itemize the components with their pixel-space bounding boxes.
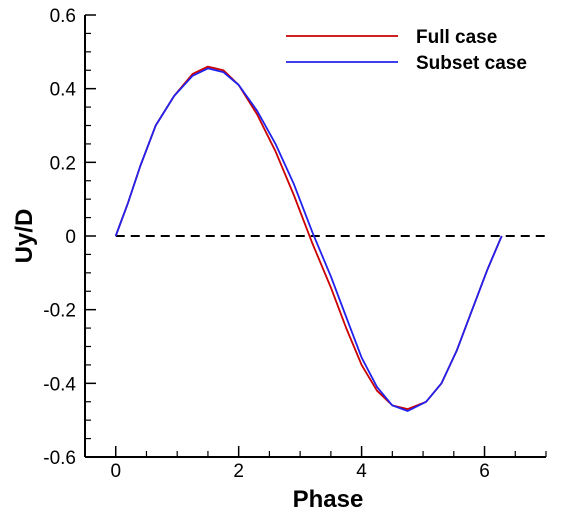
x-tick-label: 6 bbox=[479, 461, 490, 482]
series-line-2 bbox=[114, 67, 503, 412]
axes-layer: 0 2 4 6 -0.6 -0.4 -0.2 0 0.2 0.4 0.6 bbox=[43, 6, 547, 482]
x-tick-label: 4 bbox=[356, 461, 367, 482]
y-tick-label: -0.2 bbox=[43, 301, 76, 322]
legend: Full case Subset case bbox=[286, 27, 527, 74]
y-tick-label: -0.4 bbox=[43, 374, 76, 395]
y-tick-label: -0.6 bbox=[43, 448, 76, 469]
x-axis-title: Phase bbox=[293, 486, 364, 513]
x-tick-label: 2 bbox=[233, 461, 244, 482]
series-line-1 bbox=[114, 65, 503, 411]
y-tick-label: 0.6 bbox=[50, 6, 76, 27]
legend-label: Full case bbox=[416, 27, 497, 48]
legend-label: Subset case bbox=[416, 53, 527, 74]
y-tick-label: 0.4 bbox=[50, 80, 77, 101]
y-tick-label: 0 bbox=[65, 227, 76, 248]
y-axis-title: Uy/D bbox=[11, 209, 38, 264]
series-layer bbox=[114, 65, 503, 412]
y-tick-label: 0.2 bbox=[50, 153, 76, 174]
x-tick-label: 0 bbox=[110, 461, 121, 482]
